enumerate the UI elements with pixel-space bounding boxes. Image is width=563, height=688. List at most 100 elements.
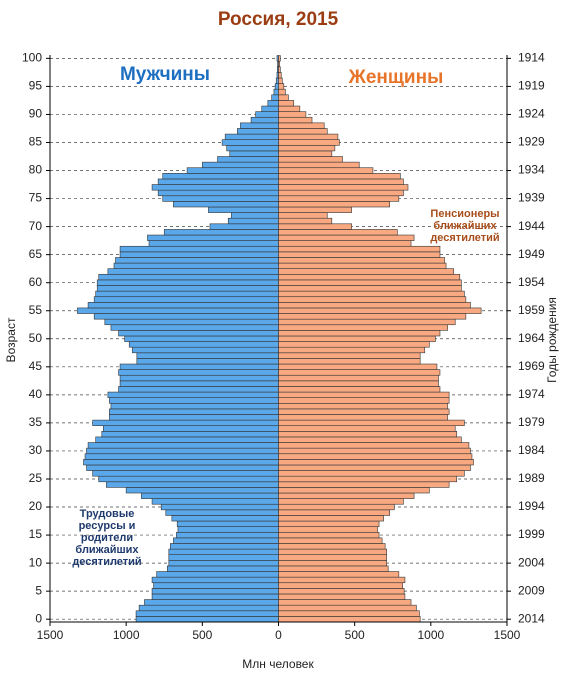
- bar: [151, 576, 279, 584]
- bar: [151, 593, 279, 600]
- bar: [278, 217, 333, 225]
- bar: [278, 386, 441, 393]
- x-tick-label: 500: [192, 628, 212, 642]
- bar: [278, 302, 471, 309]
- y-tick-label: 0: [35, 611, 42, 625]
- y2-tick-label: 2014: [518, 611, 545, 625]
- bar: [278, 565, 389, 572]
- bar: [278, 571, 400, 578]
- bar: [278, 122, 325, 129]
- y-tick-label: 55: [29, 303, 43, 317]
- bar: [95, 290, 279, 298]
- bar: [165, 509, 279, 516]
- bar: [278, 105, 301, 112]
- y-tick-label: 70: [29, 219, 43, 233]
- bar: [124, 335, 279, 342]
- bar: [278, 537, 383, 544]
- bar: [278, 419, 465, 427]
- bar: [278, 139, 340, 146]
- bar: [278, 116, 313, 124]
- y-tick-label: 5: [35, 583, 42, 597]
- y2-tick-label: 1964: [518, 331, 545, 345]
- y-axis-label: Возраст: [4, 317, 18, 362]
- chart-title: Россия, 2015: [218, 9, 339, 30]
- bar: [278, 481, 450, 488]
- bar: [177, 526, 279, 533]
- annotation: Трудовые: [80, 508, 135, 520]
- bar: [101, 431, 279, 438]
- bar: [227, 217, 279, 225]
- bar: [278, 77, 283, 84]
- bar: [278, 560, 387, 567]
- bar: [278, 94, 289, 101]
- bar: [278, 100, 295, 107]
- bar: [163, 229, 279, 236]
- bar: [278, 582, 403, 589]
- bar: [278, 475, 458, 483]
- bar: [144, 599, 279, 606]
- bar: [278, 178, 404, 185]
- bar: [278, 554, 387, 561]
- bar: [119, 245, 279, 253]
- bar: [278, 363, 438, 370]
- bar: [92, 419, 279, 427]
- bar: [278, 487, 430, 494]
- bar: [278, 442, 470, 449]
- bar: [209, 223, 279, 230]
- bar: [147, 234, 279, 241]
- series-right: [278, 55, 482, 623]
- bar: [86, 447, 279, 455]
- bar: [119, 363, 279, 370]
- bar: [278, 397, 450, 404]
- bar: [261, 105, 279, 112]
- y-tick-label: 40: [29, 387, 43, 401]
- bar: [171, 515, 279, 522]
- bar: [278, 212, 328, 219]
- bar: [278, 206, 352, 213]
- bar: [278, 313, 467, 320]
- bar: [278, 369, 441, 376]
- bar: [162, 195, 279, 202]
- bar: [157, 178, 279, 185]
- bar: [278, 492, 415, 499]
- bar: [173, 201, 279, 208]
- bar: [136, 358, 279, 365]
- bar: [278, 352, 421, 359]
- y-tick-label: 10: [29, 555, 43, 569]
- bar: [278, 604, 417, 612]
- bar: [157, 189, 279, 197]
- bar: [135, 610, 279, 617]
- x-tick-label: 500: [345, 628, 365, 642]
- bar: [278, 111, 307, 118]
- bar: [278, 358, 421, 365]
- bar: [278, 290, 465, 298]
- y2-tick-label: 1934: [518, 163, 545, 177]
- bar: [278, 576, 406, 584]
- bar: [240, 122, 279, 129]
- bar: [87, 302, 279, 309]
- bar: [278, 436, 462, 443]
- bar: [278, 459, 474, 466]
- bar: [93, 313, 279, 320]
- bar: [278, 414, 448, 421]
- bar: [278, 128, 328, 135]
- bar: [103, 425, 279, 432]
- y-tick-label: 15: [29, 527, 43, 541]
- bar: [141, 492, 279, 499]
- y-tick-label: 95: [29, 79, 43, 93]
- x-tick-label: 1000: [113, 628, 140, 642]
- bar: [119, 251, 279, 258]
- bar: [278, 610, 420, 617]
- y-tick-label: 65: [29, 247, 43, 261]
- bar: [136, 352, 279, 359]
- bar: [278, 144, 336, 152]
- bar: [119, 380, 279, 387]
- bar: [96, 279, 279, 286]
- bar: [273, 88, 279, 96]
- bar: [148, 240, 279, 247]
- bar: [110, 324, 279, 331]
- bar: [278, 268, 454, 275]
- y2-tick-label: 1989: [518, 471, 545, 485]
- bar: [135, 616, 279, 623]
- bar: [226, 144, 279, 152]
